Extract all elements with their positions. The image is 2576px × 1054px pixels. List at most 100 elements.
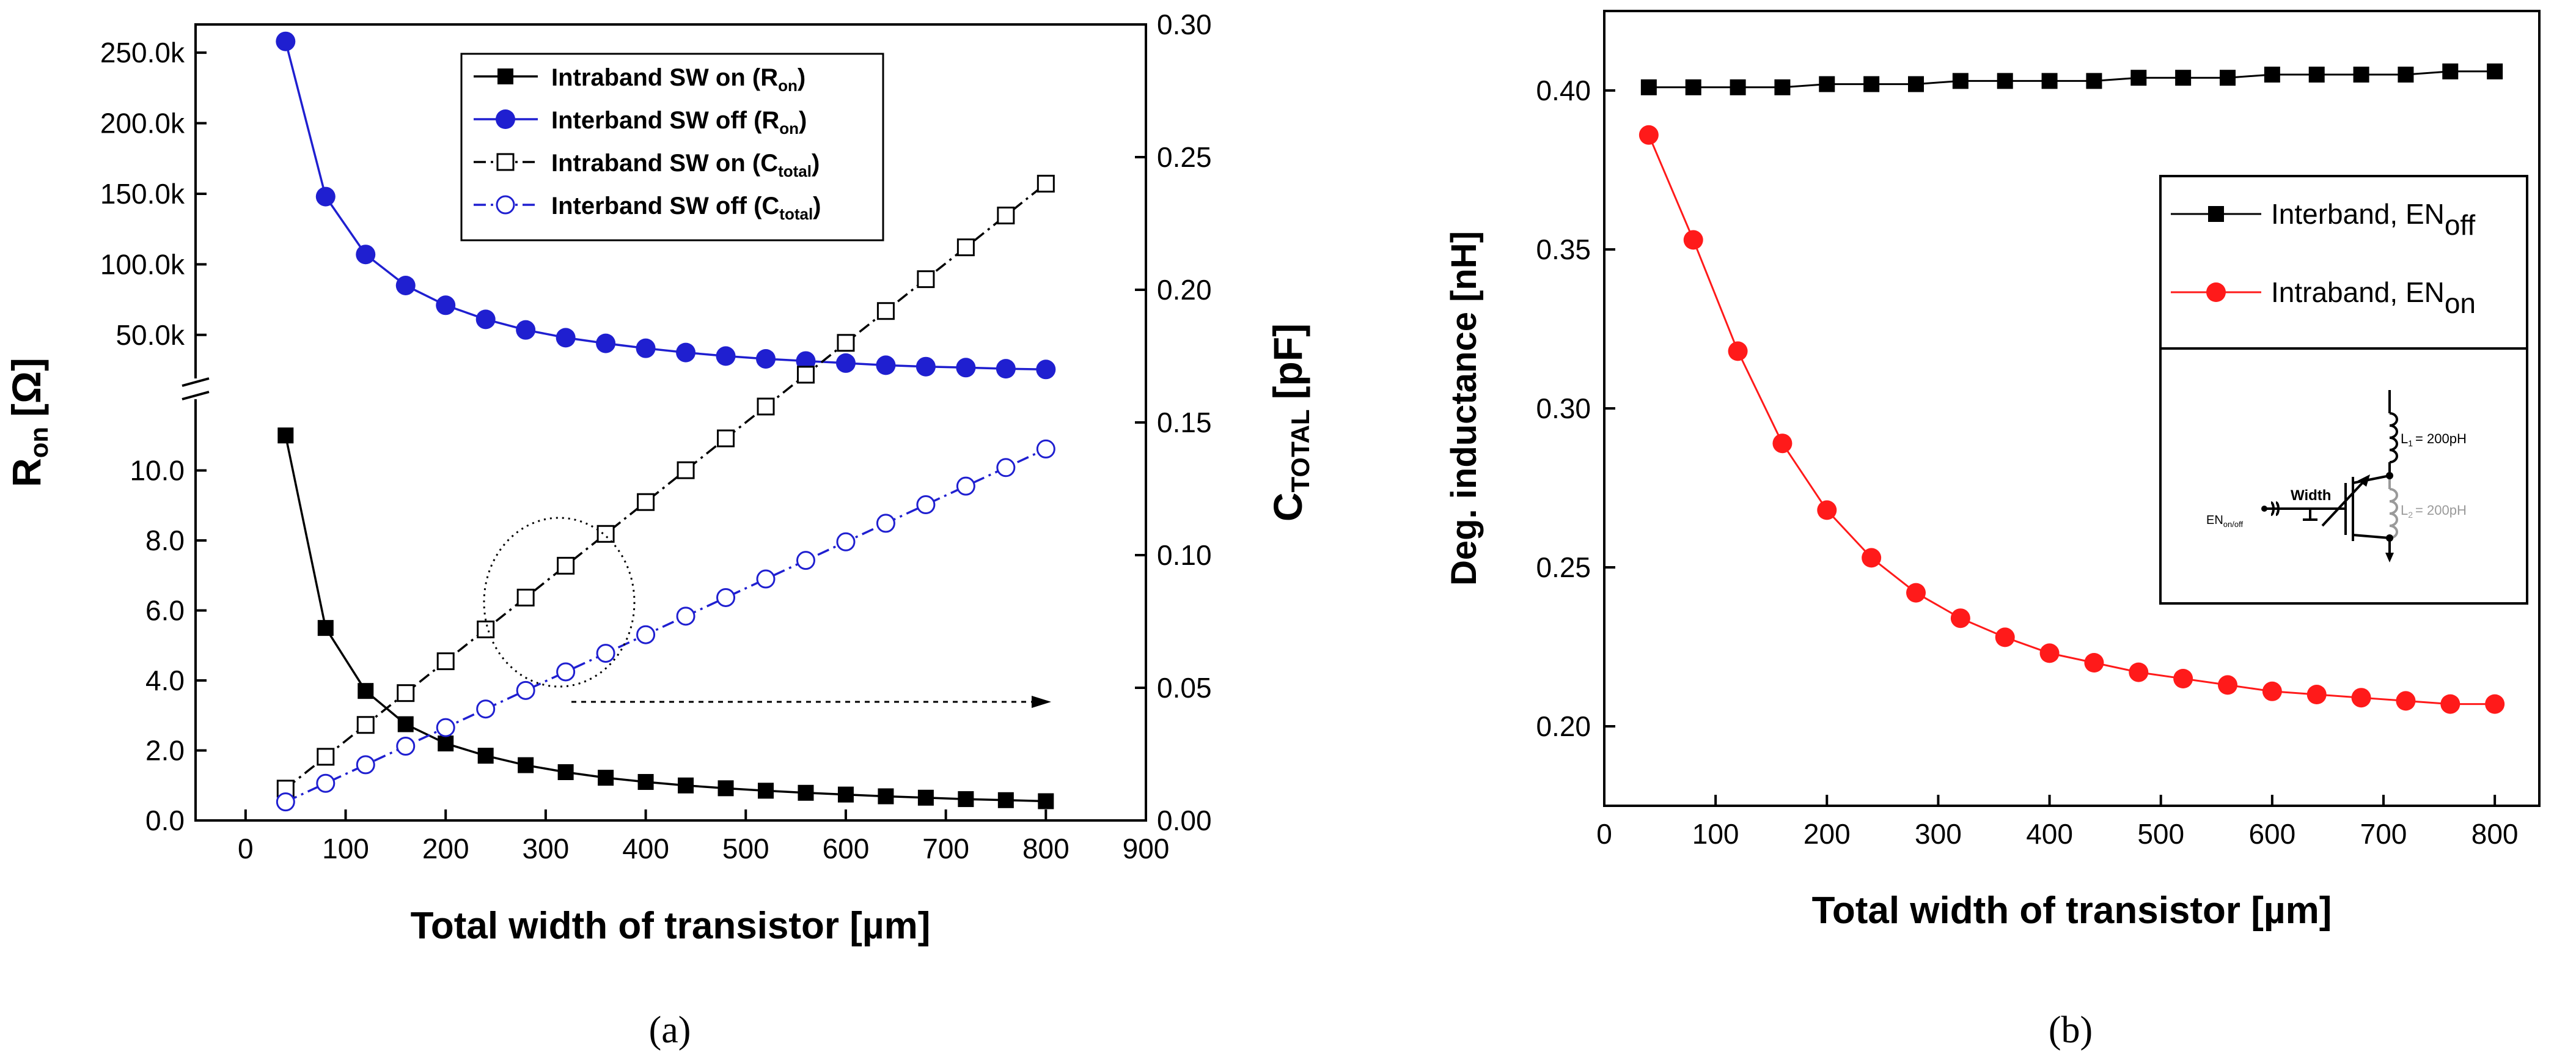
data-point-s1 <box>917 789 934 806</box>
legend-box-a <box>460 53 884 241</box>
data-point-s1 <box>798 784 814 801</box>
y-tick-label-b: 0.35 <box>1536 234 1591 265</box>
data-point-s3 <box>717 429 735 448</box>
y-tick-label-right-a: 0.05 <box>1157 672 1212 704</box>
data-point-b2 <box>2351 688 2371 708</box>
circuit-inset: Width ENon/off L1 = 200pH L2 = 200pH <box>2159 347 2528 605</box>
data-point-b1 <box>2220 70 2236 86</box>
annotation-a <box>483 517 1051 708</box>
x-tick-label-b: 700 <box>2360 818 2407 850</box>
y-tick-label-right-a: 0.20 <box>1157 274 1212 306</box>
data-point-b1 <box>2086 73 2102 89</box>
data-point-b1 <box>1640 79 1657 95</box>
x-tick-label-b: 200 <box>1804 818 1851 850</box>
data-point-s3 <box>956 238 975 257</box>
legend-label-a: Interband SW off (Ctotal) <box>551 193 821 223</box>
axes-b: 0 100 200 300 400 500 600 700 800 0.20 0.25 0.30 0.3… <box>1536 75 2518 850</box>
data-point-s2 <box>676 342 696 363</box>
highlight-circle <box>483 517 636 688</box>
y-tick-label-b: 0.25 <box>1536 551 1591 583</box>
legend-label-end: ) <box>812 150 820 177</box>
data-point-s1 <box>997 792 1014 808</box>
series-b <box>1638 63 2505 714</box>
data-point-s3 <box>1037 174 1055 193</box>
data-point-s1 <box>958 791 974 808</box>
data-point-s1 <box>1038 793 1054 809</box>
x-tick-label-a: 200 <box>422 833 469 864</box>
x-tick-label-b: 0 <box>1596 818 1612 850</box>
data-point-s4 <box>516 680 535 700</box>
legend-label-main: Interband SW off (R <box>551 107 779 134</box>
axis-break-mark <box>182 377 210 387</box>
data-point-s2 <box>996 359 1016 379</box>
data-point-b2 <box>2039 643 2060 663</box>
x-tick-label-a: 0 <box>238 833 254 864</box>
data-point-s4 <box>316 773 336 793</box>
data-point-s2 <box>276 31 296 51</box>
data-point-b1 <box>1819 76 1835 92</box>
x-tick-label-b: 600 <box>2248 818 2295 850</box>
y-tick-label-left-lower-a: 2.0 <box>145 735 185 767</box>
x-tick-label-b: 100 <box>1692 818 1739 850</box>
axis-break-mark <box>182 391 210 400</box>
data-point-b1 <box>2264 67 2280 83</box>
data-point-s2 <box>716 346 736 366</box>
data-point-s2 <box>356 245 376 265</box>
legend-label-sub: total <box>778 162 812 180</box>
data-point-s1 <box>878 788 894 805</box>
data-point-b1 <box>2353 67 2369 83</box>
inductor-l2-icon <box>2388 478 2398 539</box>
data-point-s1 <box>518 757 534 773</box>
legend-label-main: Interband, EN <box>2271 198 2445 230</box>
x-tick-label-a: 500 <box>722 833 769 864</box>
legend-swatch-marker <box>496 195 515 215</box>
data-point-s3 <box>637 493 655 511</box>
data-point-s1 <box>637 774 654 790</box>
data-point-b2 <box>2084 653 2104 673</box>
x-axis-title-a: Total width of transistor [µm] <box>411 905 931 947</box>
legend-label-a: Intraband SW on (Ron) <box>551 64 805 95</box>
data-point-s2 <box>636 338 656 358</box>
data-point-s4 <box>636 625 656 644</box>
data-point-s1 <box>438 735 454 752</box>
data-point-s3 <box>876 302 895 320</box>
legend-label-end: ) <box>813 193 821 219</box>
legend-label-main: Intraband, EN <box>2271 276 2445 308</box>
y-axis-title-right-a: CTOTAL[pF] <box>1265 323 1315 521</box>
data-point-b2 <box>2306 685 2327 704</box>
y-tick-label-b: 0.30 <box>1536 392 1591 424</box>
legend-label-main: Interband SW off (C <box>551 193 779 219</box>
legend-a: Intraband SW on (Ron) Interband SW off (R… <box>460 53 884 241</box>
data-point-s4 <box>276 792 295 812</box>
data-point-s1 <box>397 716 414 732</box>
data-point-s3 <box>917 270 935 289</box>
inset-en-label: ENon/off <box>2206 514 2243 529</box>
data-point-s4 <box>996 458 1016 477</box>
data-point-s2 <box>596 333 616 353</box>
data-point-s3 <box>677 461 695 479</box>
data-point-s4 <box>556 662 576 682</box>
node-top-icon <box>2386 472 2393 479</box>
y-tick-label-left-lower-a: 8.0 <box>145 525 185 556</box>
legend-swatch-marker-b <box>2208 206 2224 222</box>
data-point-s2 <box>1036 359 1056 380</box>
data-point-b1 <box>2442 63 2459 79</box>
data-point-b1 <box>2487 63 2503 79</box>
x-tick-label-a: 300 <box>523 833 570 864</box>
data-point-b2 <box>2396 691 2416 711</box>
data-point-s2 <box>436 295 456 315</box>
y-tick-label-right-a: 0.15 <box>1157 407 1212 438</box>
legend-label-end: ) <box>799 107 807 134</box>
data-point-b2 <box>1638 125 1659 145</box>
inset-l1-label: L1 = 200pH <box>2401 431 2467 448</box>
data-point-b2 <box>1728 341 1748 361</box>
data-point-b2 <box>1950 608 1970 628</box>
data-point-s4 <box>596 644 615 663</box>
data-point-s4 <box>836 532 856 551</box>
data-point-b1 <box>1863 76 1880 92</box>
y-tick-label-left-upper-a: 100.0k <box>100 248 185 280</box>
x-tick-label-a: 900 <box>1123 833 1170 864</box>
series-a <box>276 31 1056 812</box>
legend-label-main: Intraband SW on (R <box>551 64 778 91</box>
